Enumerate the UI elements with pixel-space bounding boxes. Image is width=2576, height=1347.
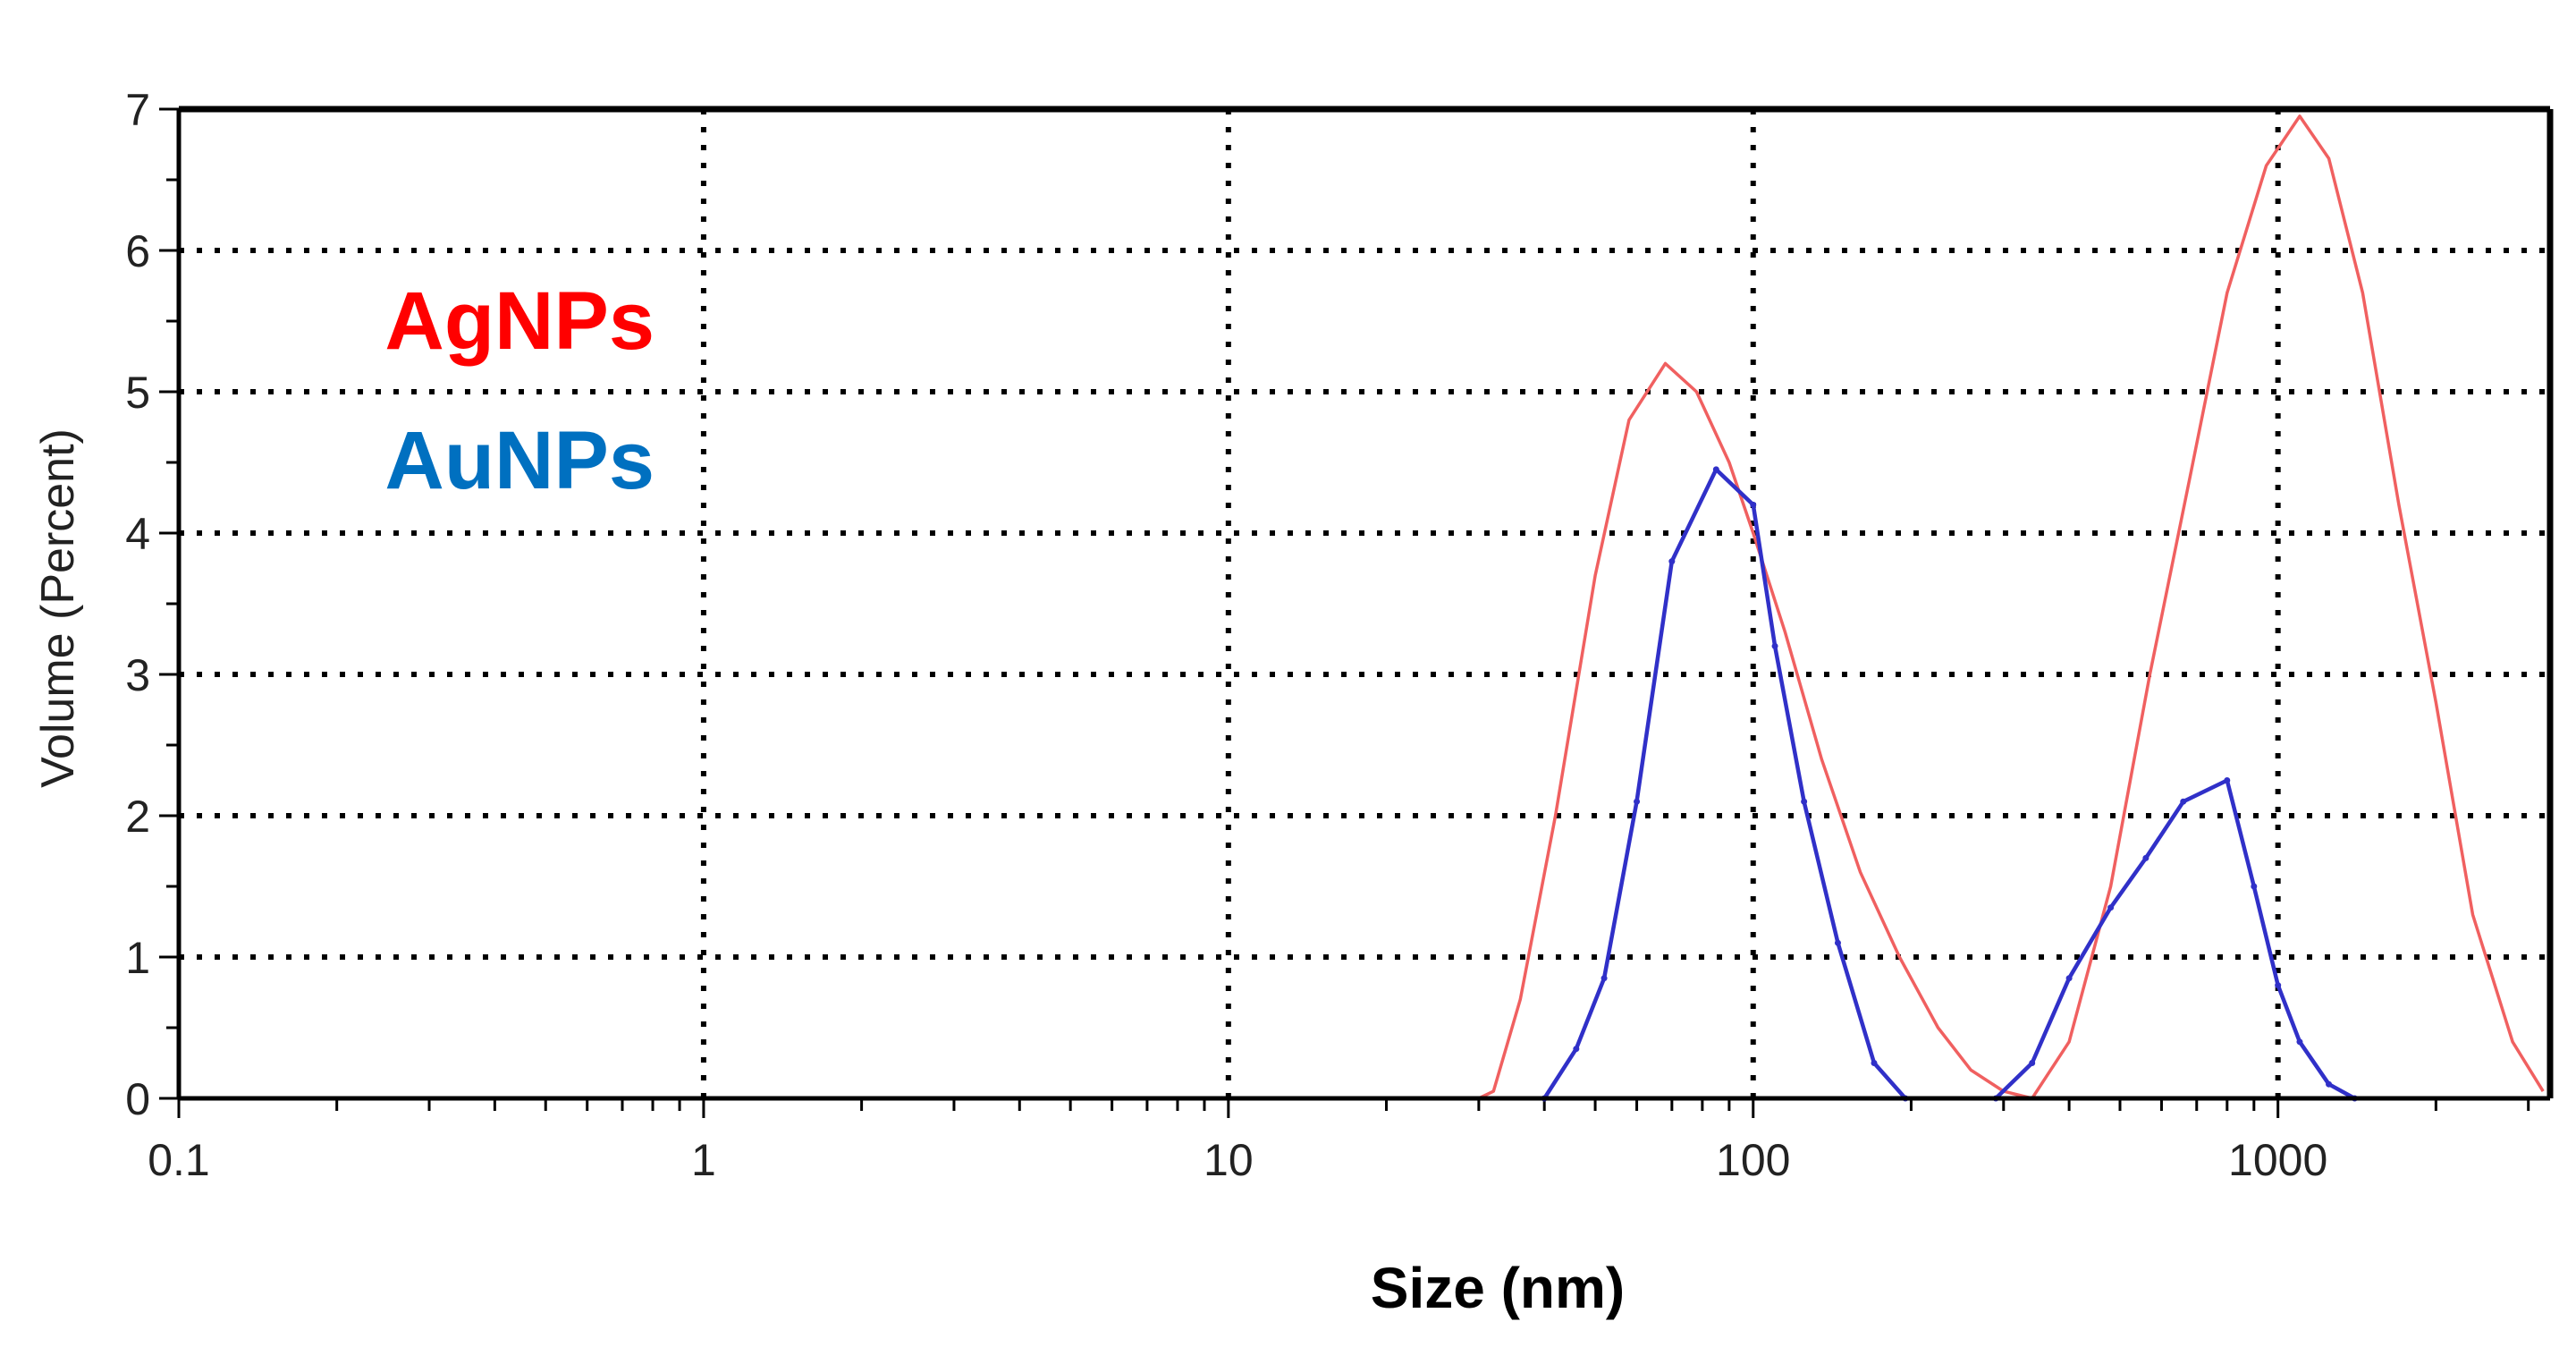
y-tick-label-4: 4	[125, 509, 150, 559]
aunps-point-21	[2296, 1038, 2303, 1046]
x-tick-label-4: 1000	[2228, 1135, 2327, 1185]
aunps-point-20	[2275, 982, 2282, 989]
x-tick-label-1: 1	[691, 1135, 716, 1185]
legend-label-aunps: AuNPs	[384, 415, 655, 506]
x-tick-label-3: 100	[1716, 1135, 1790, 1185]
aunps-point-2	[1600, 975, 1608, 982]
aunps-point-13	[2029, 1060, 2036, 1066]
x-tick-label-2: 10	[1204, 1135, 1254, 1185]
y-tick-label-5: 5	[125, 368, 150, 418]
x-tick-labels: 0.1 1 10 100 1000	[148, 1135, 2327, 1185]
aunps-point-15	[2107, 904, 2115, 911]
aunps-point-1	[1573, 1046, 1580, 1053]
series-line-agnps	[494, 114, 2545, 1100]
aunps-point-14	[2065, 975, 2073, 982]
aunps-point-5	[1712, 466, 1719, 473]
y-tick-label-3: 3	[125, 650, 150, 700]
y-tick-label-7: 7	[125, 85, 150, 135]
aunps-point-10	[1871, 1060, 1878, 1066]
y-tick-label-0: 0	[125, 1074, 150, 1124]
y-tick-label-1: 1	[125, 933, 150, 983]
y-axis-title: Volume (Percent)	[32, 428, 84, 788]
legend: AgNPs AuNPs	[384, 275, 655, 506]
aunps-point-7	[1771, 642, 1778, 649]
x-axis-title: Size (nm)	[1371, 1256, 1625, 1320]
legend-label-agnps: AgNPs	[384, 275, 655, 367]
y-tick-label-6: 6	[125, 226, 150, 276]
aunps-point-3	[1634, 798, 1641, 805]
aunps-point-18	[2224, 777, 2231, 784]
aunps-point-16	[2142, 854, 2149, 861]
aunps-point-19	[2251, 883, 2258, 890]
aunps-point-4	[1668, 558, 1676, 565]
plot-frame	[176, 106, 2554, 1101]
aunps-point-22	[2326, 1080, 2333, 1088]
x-tick-label-0: 0.1	[148, 1135, 210, 1185]
y-tick-label-2: 2	[125, 792, 150, 842]
aunps-point-6	[1750, 501, 1757, 508]
aunps-point-8	[1801, 798, 1808, 805]
grid-lines	[179, 109, 2550, 1098]
y-tick-labels: 0 1 2 3 4 5 6 7	[125, 85, 150, 1124]
aunps-point-17	[2180, 798, 2187, 805]
aunps-point-9	[1834, 939, 1841, 946]
